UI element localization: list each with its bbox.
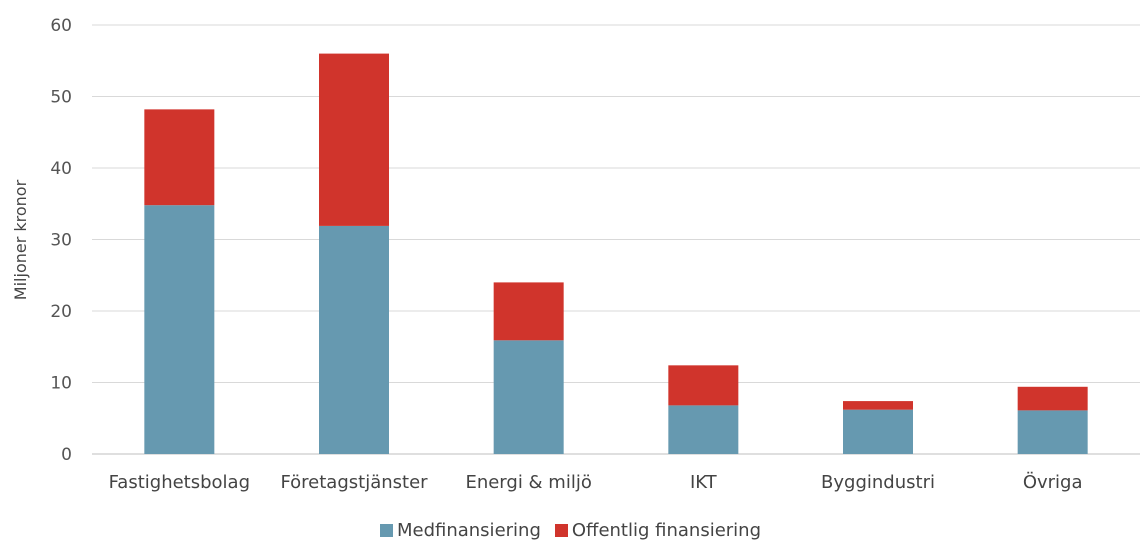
bar-medfinansiering-3 — [668, 405, 739, 454]
bar-medfinansiering-4 — [843, 409, 913, 454]
x-axis-categories: Fastighetsbolag Företagstjänster Energi & … — [109, 471, 1083, 493]
y-tick-label-40: 40 — [50, 159, 72, 179]
y-tick-label-10: 10 — [50, 374, 72, 394]
bar-offentlig-finansiering-2 — [493, 282, 564, 341]
x-category-label-3: IKT — [690, 472, 718, 493]
bar-medfinansiering-0 — [144, 205, 215, 454]
gridlines — [92, 24, 1140, 455]
bar-medfinansiering-1 — [319, 225, 389, 454]
legend-item-medfinansiering: Medfinansiering — [379, 520, 541, 541]
y-tick-label-50: 50 — [50, 88, 72, 108]
x-category-label-2: Energi & miljö — [465, 472, 591, 493]
y-tick-label-60: 60 — [50, 16, 72, 36]
legend-swatch-medfinansiering — [379, 524, 393, 537]
x-category-label-4: Byggindustri — [821, 472, 935, 493]
legend-item-offentlig-finansiering: Offentlig finansiering — [554, 520, 762, 541]
legend-swatch-offentlig-finansiering — [554, 524, 568, 537]
bar-offentlig-finansiering-4 — [843, 401, 913, 410]
bar-medfinansiering-5 — [1017, 410, 1088, 454]
stacked-bar-chart: 0 10 20 30 40 50 60 Fastighetsbolag Företagstjä… — [11, 16, 1140, 493]
y-axis-ticks: 0 10 20 30 40 50 60 — [50, 16, 72, 465]
x-category-label-1: Företagstjänster — [280, 472, 428, 493]
y-axis-label: Miljoner kronor — [11, 179, 30, 300]
bar-offentlig-finansiering-1 — [319, 53, 389, 226]
x-category-label-5: Övriga — [1023, 471, 1083, 493]
legend: Medfinansiering Offentlig finansiering — [0, 520, 1141, 541]
bars — [144, 53, 1088, 454]
legend-label-offentlig-finansiering: Offentlig finansiering — [571, 520, 762, 541]
bar-offentlig-finansiering-3 — [668, 365, 739, 406]
y-tick-label-20: 20 — [50, 302, 72, 322]
bar-offentlig-finansiering-5 — [1017, 386, 1088, 411]
bar-medfinansiering-2 — [493, 340, 564, 454]
y-tick-label-30: 30 — [50, 231, 72, 251]
y-tick-label-0: 0 — [61, 445, 72, 465]
legend-label-medfinansiering: Medfinansiering — [396, 520, 541, 541]
bar-offentlig-finansiering-0 — [144, 109, 215, 206]
x-category-label-0: Fastighetsbolag — [109, 472, 250, 493]
